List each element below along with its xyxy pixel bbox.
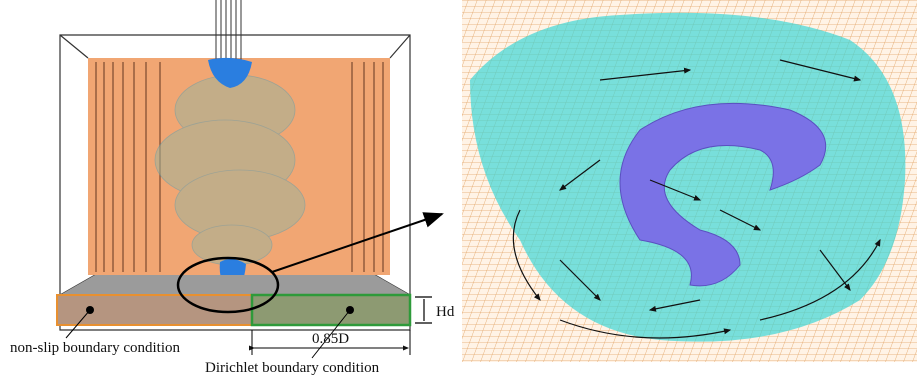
shape-rect [252, 295, 410, 325]
width-label: 0.85D [312, 331, 349, 347]
non-slip-label: non-slip boundary condition [10, 340, 180, 356]
dirichlet-label: Dirichlet boundary condition [205, 360, 380, 376]
simulation-domain [57, 0, 442, 358]
shape-path [60, 275, 410, 295]
page: non-slip boundary condition Dirichlet bo… [0, 0, 917, 378]
vortex-closeup [462, 0, 917, 362]
shape-g [216, 0, 241, 62]
figure: non-slip boundary condition Dirichlet bo… [0, 0, 917, 378]
height-label: Hd [436, 304, 455, 320]
shape-path [415, 297, 432, 323]
